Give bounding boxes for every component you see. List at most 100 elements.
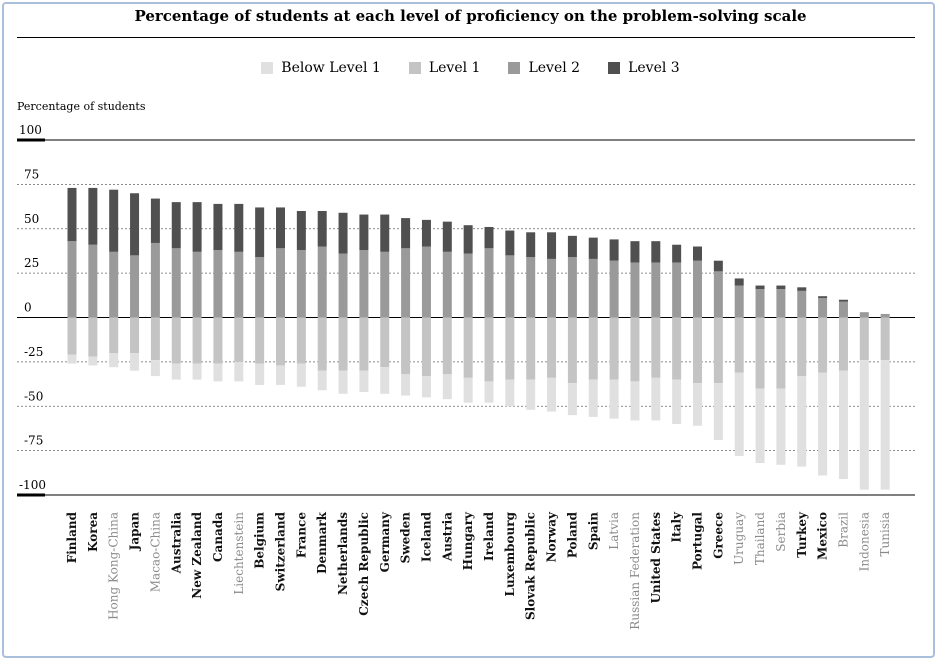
legend-label-level-2: Level 2 xyxy=(528,60,581,76)
bar-level-3 xyxy=(88,187,98,245)
bar-below-level-1 xyxy=(547,377,557,412)
legend-swatch-below-level-1 xyxy=(261,62,274,74)
bar-below-level-1 xyxy=(672,379,682,424)
bar-level-1 xyxy=(317,317,327,371)
bar-below-level-1 xyxy=(797,376,807,467)
y-tick-label: -25 xyxy=(24,345,43,359)
bar-level-1 xyxy=(526,317,536,380)
bar-below-level-1 xyxy=(359,370,369,393)
bar-level-3 xyxy=(672,244,682,263)
bar-below-level-1 xyxy=(130,353,140,371)
title-divider xyxy=(17,37,915,38)
bar-below-level-1 xyxy=(755,388,765,464)
category-label: Poland xyxy=(565,511,579,558)
category-label: Luxembourg xyxy=(503,511,517,596)
bar-level-1 xyxy=(234,317,244,362)
bar-level-2 xyxy=(338,253,348,318)
bar-level-2 xyxy=(567,257,577,318)
bar-below-level-1 xyxy=(651,377,661,421)
bar-level-3 xyxy=(317,211,327,247)
bar-level-2 xyxy=(380,251,390,318)
legend-label-level-3: Level 3 xyxy=(628,60,680,76)
bar-level-2 xyxy=(255,257,265,318)
bar-level-3 xyxy=(192,202,202,252)
bar-level-1 xyxy=(213,317,223,364)
bar-level-2 xyxy=(442,251,452,318)
bar-level-3 xyxy=(130,193,140,256)
bar-level-2 xyxy=(88,244,98,318)
bar-level-3 xyxy=(109,189,119,252)
category-label: Hungary xyxy=(461,511,475,570)
bar-below-level-1 xyxy=(88,356,98,366)
bar-level-1 xyxy=(88,317,98,357)
legend-item-below-level-1: Below Level 1 xyxy=(261,60,381,76)
bar-below-level-1 xyxy=(526,379,536,410)
bar-level-3 xyxy=(526,232,536,258)
bar-level-2 xyxy=(838,301,848,318)
bar-level-3 xyxy=(547,232,557,259)
bar-level-2 xyxy=(463,253,473,318)
bar-level-3 xyxy=(797,287,807,291)
bar-below-level-1 xyxy=(150,360,160,377)
y-tick-label: 100 xyxy=(19,123,42,137)
bar-below-level-1 xyxy=(171,363,181,380)
bar-level-1 xyxy=(693,317,702,384)
category-label: Serbia xyxy=(774,512,788,552)
bar-below-level-1 xyxy=(317,370,327,391)
bar-level-1 xyxy=(276,317,285,366)
bar-level-3 xyxy=(276,207,285,249)
bar-level-1 xyxy=(776,317,786,389)
category-label: Tunisia xyxy=(878,512,892,556)
bar-level-3 xyxy=(171,202,181,249)
category-label: Switzerland xyxy=(274,511,288,591)
bar-level-1 xyxy=(296,317,306,364)
bar-level-3 xyxy=(505,230,515,256)
bar-level-1 xyxy=(505,317,515,380)
legend-label-level-1: Level 1 xyxy=(428,60,481,76)
bar-below-level-1 xyxy=(693,383,702,426)
bar-level-1 xyxy=(651,317,661,378)
bar-level-3 xyxy=(776,285,786,290)
bar-below-level-1 xyxy=(859,360,869,490)
legend-item-level-3: Level 3 xyxy=(608,60,680,76)
category-label: Czech Republic xyxy=(357,512,371,616)
bar-level-1 xyxy=(150,317,160,361)
bar-level-3 xyxy=(463,225,473,254)
bar-level-2 xyxy=(484,248,494,318)
bar-level-1 xyxy=(380,317,390,368)
y-tick-label: -75 xyxy=(24,434,43,448)
bar-level-2 xyxy=(213,250,223,318)
bar-level-1 xyxy=(588,317,598,380)
bar-below-level-1 xyxy=(838,370,848,480)
legend-swatch-level-1 xyxy=(408,62,421,74)
bar-level-2 xyxy=(192,251,202,318)
bar-level-1 xyxy=(547,317,557,378)
bar-below-level-1 xyxy=(442,374,452,400)
bar-level-2 xyxy=(505,255,515,318)
category-label: Netherlands xyxy=(336,512,350,595)
bar-level-2 xyxy=(359,250,369,318)
category-label: Sweden xyxy=(399,512,413,564)
bar-level-3 xyxy=(651,241,661,263)
bar-level-3 xyxy=(401,218,411,249)
bar-below-level-1 xyxy=(609,379,619,419)
y-tick-label: -50 xyxy=(24,389,43,403)
bar-level-2 xyxy=(317,246,327,318)
bar-level-3 xyxy=(734,278,744,286)
bar-level-3 xyxy=(755,285,765,290)
bar-level-1 xyxy=(130,317,140,353)
bar-level-3 xyxy=(567,235,577,258)
category-label: Ireland xyxy=(482,511,496,561)
category-label: Denmark xyxy=(315,511,329,574)
category-label: Indonesia xyxy=(857,512,871,571)
bar-level-3 xyxy=(67,187,77,242)
category-label: Russian Federation xyxy=(628,512,642,630)
category-label: Thailand xyxy=(753,512,767,565)
bar-level-1 xyxy=(880,317,890,361)
bar-level-2 xyxy=(609,260,619,318)
category-label: Latvia xyxy=(607,512,621,550)
category-label: Austria xyxy=(440,512,454,562)
bar-level-1 xyxy=(797,317,807,377)
bar-level-3 xyxy=(296,211,306,251)
bar-level-2 xyxy=(401,248,411,318)
